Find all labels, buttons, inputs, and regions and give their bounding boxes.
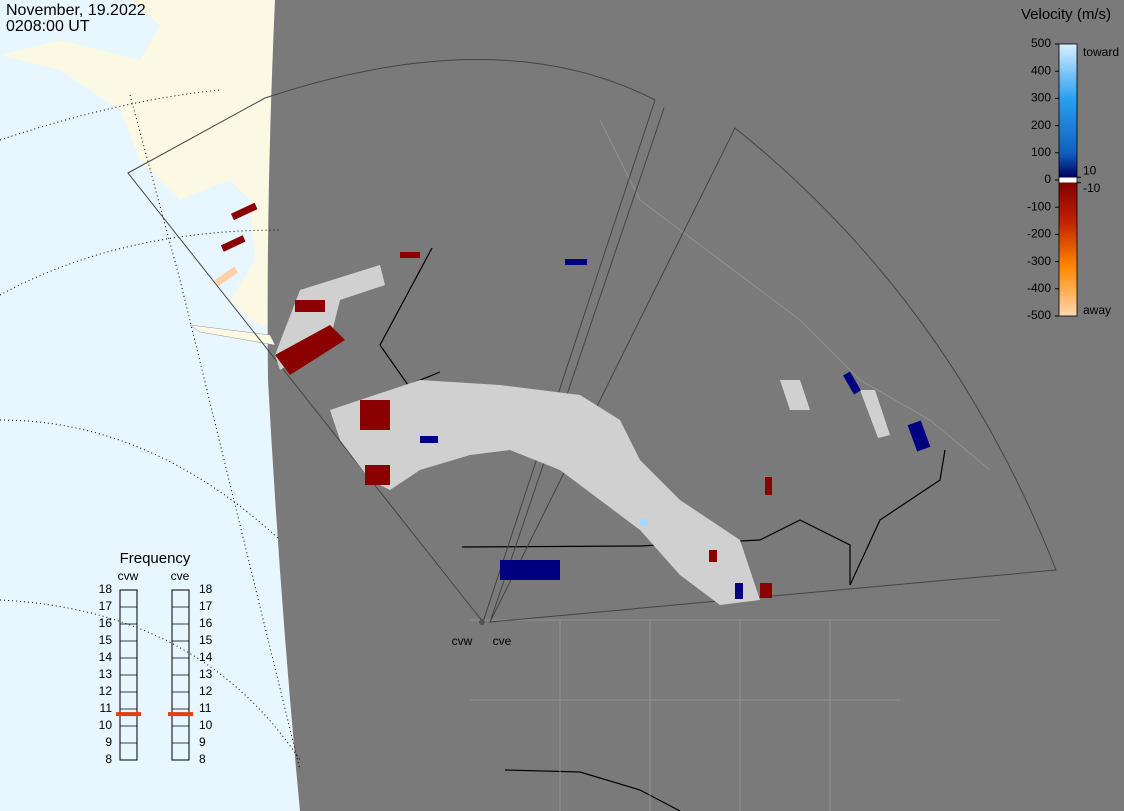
frequency-tick-label: 9 — [199, 735, 206, 749]
colorbar-tick-label: 0 — [1044, 172, 1051, 186]
radar-name: cve — [171, 569, 190, 583]
aleutians — [189, 324, 276, 346]
colorbar-tick-label: 100 — [1031, 145, 1051, 159]
frequency-tick-label: 10 — [99, 718, 113, 732]
frequency-tick-label: 11 — [100, 701, 113, 715]
colorbar-end-label: away — [1083, 303, 1111, 317]
night-region — [267, 0, 1124, 811]
frequency-marker — [168, 712, 193, 717]
scatter-cells — [214, 202, 931, 605]
frequency-tick-label: 10 — [199, 718, 213, 732]
radar-label: cvw — [452, 634, 473, 648]
colorbar-tick-label: 200 — [1031, 118, 1051, 132]
time: 0208:00 UT — [6, 18, 90, 35]
colorbar-tick-label: -500 — [1027, 308, 1051, 322]
colorbar — [1058, 43, 1078, 317]
frequency-tick-label: 17 — [99, 599, 113, 613]
frequency-tick-label: 16 — [199, 616, 213, 630]
frequency-title: Frequency — [120, 550, 191, 567]
colorbar-tick-label: -200 — [1027, 227, 1051, 241]
frequency-tick-label: 13 — [199, 667, 213, 681]
frequency-tick-label: 8 — [105, 752, 112, 766]
frequency-tick-label: 15 — [99, 633, 113, 647]
colorbar-tick-label: 500 — [1031, 36, 1051, 50]
colorbar-tick-label: -10 — [1083, 181, 1101, 195]
frequency-tick-label: 17 — [199, 599, 213, 613]
frequency-tick-label: 9 — [105, 735, 112, 749]
colorbar-title: Velocity (m/s) — [1021, 6, 1111, 23]
colorbar-end-label: toward — [1083, 45, 1119, 59]
frequency-tick-label: 16 — [99, 616, 113, 630]
colorbar-tick-label: 10 — [1083, 163, 1097, 177]
radar-name: cvw — [118, 569, 139, 583]
frequency-marker — [116, 712, 141, 717]
frequency-tick-label: 13 — [99, 667, 113, 681]
date: November, 19.2022 — [6, 2, 146, 19]
frequency-tick-label: 18 — [99, 582, 113, 596]
frequency-tick-label: 15 — [199, 633, 213, 647]
frequency-tick-label: 18 — [199, 582, 213, 596]
frequency-tick-label: 12 — [199, 684, 213, 698]
frequency-tick-label: 14 — [99, 650, 113, 664]
radar-site — [479, 619, 485, 625]
colorbar-tick-label: 400 — [1031, 63, 1051, 77]
colorbar-tick-label: -100 — [1027, 199, 1051, 213]
colorbar-tick-label: -400 — [1027, 281, 1051, 295]
land — [0, 0, 275, 330]
grid-lines — [0, 89, 301, 771]
field-of-view — [127, 59, 1057, 624]
colorbar-tick-label: -300 — [1027, 254, 1051, 268]
borders — [379, 247, 946, 811]
colorbar-tick-label: 300 — [1031, 91, 1051, 105]
radar-label: cve — [493, 634, 512, 648]
frequency-tick-label: 14 — [199, 650, 213, 664]
state-lines — [470, 119, 1000, 811]
frequency-tick-label: 8 — [199, 752, 206, 766]
frequency-tick-label: 12 — [99, 684, 113, 698]
frequency-tick-label: 11 — [199, 701, 212, 715]
